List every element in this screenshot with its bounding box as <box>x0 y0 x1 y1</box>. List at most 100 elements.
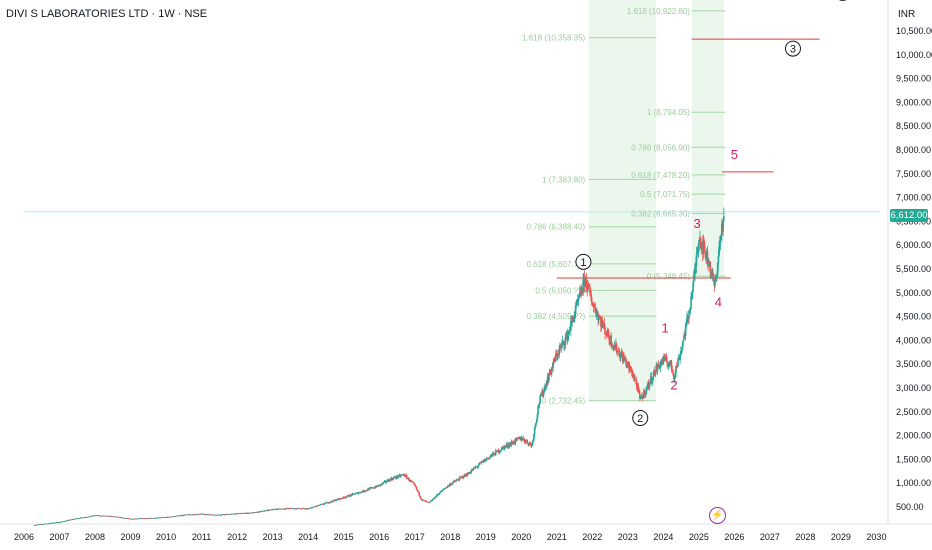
candle-body <box>494 450 497 455</box>
candle-body <box>578 296 580 299</box>
candle-body <box>652 372 655 378</box>
candle-body <box>599 317 602 320</box>
candle-body <box>430 500 433 502</box>
fib-zone-2 <box>691 0 724 277</box>
candle-body <box>330 501 333 502</box>
candle-body <box>380 484 383 485</box>
candle-body <box>527 442 529 444</box>
candle-body <box>396 475 399 478</box>
candle-body <box>250 512 252 514</box>
candle-body <box>548 375 550 382</box>
candle-body <box>454 481 457 482</box>
candle-body <box>568 330 570 334</box>
candle-body <box>44 523 46 525</box>
candle-body <box>643 390 646 396</box>
candle-body <box>665 356 668 362</box>
chart-title[interactable]: DIVI S LABORATORIES LTD · 1W · NSE <box>6 8 208 20</box>
candle-body <box>339 498 342 499</box>
fib-level-label: 0.5 (5,050.??) <box>535 286 585 295</box>
candle-body <box>448 484 451 487</box>
candle-body <box>78 518 81 519</box>
fib-level-label: 0 (5,348.45) <box>647 272 690 281</box>
candle-body <box>543 387 546 393</box>
candle-body <box>436 494 438 497</box>
candle-body <box>514 438 517 444</box>
candle-body <box>408 478 410 481</box>
currency-unit-label[interactable]: INR <box>898 9 916 20</box>
candle-body <box>619 354 622 358</box>
candle-body <box>218 514 221 516</box>
candle-body <box>322 504 325 505</box>
candle-body <box>244 513 246 515</box>
candle-body <box>608 336 610 340</box>
candle-body <box>626 364 628 366</box>
candle-body <box>373 488 375 489</box>
candle-body <box>436 494 439 496</box>
candle-body <box>523 439 526 442</box>
candle-body <box>565 336 567 338</box>
candle-body <box>469 472 472 474</box>
fib-level-label: 1 (8,794.05) <box>647 108 690 117</box>
candle-body <box>670 360 673 366</box>
candle-body <box>642 394 645 399</box>
wave-label: 3 <box>790 44 796 56</box>
candle-body <box>458 480 460 481</box>
candle-body <box>223 514 225 515</box>
candle-body <box>463 474 466 478</box>
candle-body <box>244 513 247 514</box>
candle-body <box>666 361 668 365</box>
candle-body <box>450 483 453 486</box>
fib-level-label: 1.618 (10,922.80) <box>627 7 690 16</box>
candle-body <box>623 355 625 360</box>
x-tick-label: 2006 <box>14 532 34 542</box>
candle-body <box>704 251 707 258</box>
candle-body <box>552 358 555 364</box>
candle-body <box>472 468 474 471</box>
candle-body <box>386 480 389 482</box>
candle-body <box>587 283 589 291</box>
x-tick-label: 2029 <box>831 532 851 542</box>
candle-body <box>536 414 539 419</box>
candle-body <box>550 367 553 374</box>
y-tick-label: 2,000.00 <box>896 431 931 441</box>
candle-body <box>414 486 417 487</box>
candle-body <box>387 481 390 482</box>
candle-body <box>283 508 285 510</box>
candle-body <box>354 494 356 495</box>
candle-body <box>591 301 593 306</box>
candle-body <box>575 305 578 306</box>
candle-body <box>341 498 344 499</box>
candle-body <box>73 519 76 520</box>
candle-body <box>691 291 694 300</box>
candle-body <box>411 481 414 483</box>
candle-body <box>462 477 465 478</box>
candle-body <box>443 489 445 490</box>
candle-body <box>695 254 698 266</box>
candle-body <box>696 252 699 255</box>
candle-body <box>718 243 721 247</box>
x-tick-label: 2016 <box>369 532 389 542</box>
candle-body <box>585 277 588 288</box>
candle-body <box>203 514 206 515</box>
candle-body <box>311 507 314 509</box>
fib-level-label: 0.618 (5,607.??) <box>526 260 585 269</box>
candle-body <box>580 289 582 294</box>
candle-body <box>154 517 156 519</box>
candle-body <box>719 236 722 244</box>
candle-body <box>207 514 209 515</box>
flash-icon[interactable]: ⚡ <box>709 507 726 524</box>
candle-body <box>323 503 326 505</box>
candle-body <box>593 305 596 308</box>
candle-body <box>348 496 351 498</box>
candle-body <box>621 352 623 356</box>
candle-body <box>458 477 461 481</box>
candle-body <box>639 395 642 399</box>
candle-body <box>716 262 719 275</box>
candle-body <box>435 496 438 497</box>
candle-body <box>677 358 679 366</box>
candle-body <box>263 511 265 512</box>
y-tick-label: 10,500.00 <box>896 26 932 36</box>
candle-body <box>219 515 222 516</box>
fib-level-label: 0.786 (8,056.90) <box>631 143 690 152</box>
